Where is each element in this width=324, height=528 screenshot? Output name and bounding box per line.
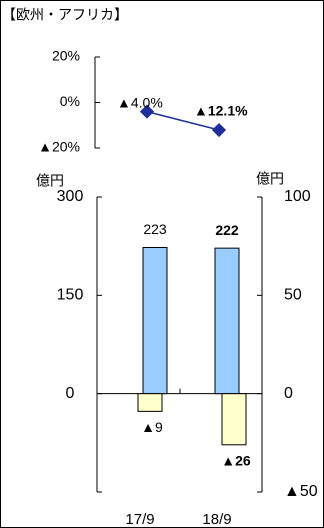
y2-tick-label: 100 — [284, 188, 311, 205]
data-label: ▲26 — [221, 453, 251, 469]
y-tick-label: 300 — [57, 188, 84, 205]
y-tick-label: 0 — [66, 385, 75, 402]
y-tick-label: 150 — [57, 287, 84, 304]
data-label: 223 — [143, 221, 167, 237]
bar — [137, 393, 163, 412]
y-tick-label: ▲20% — [38, 139, 80, 155]
y-tick-label: 20% — [52, 48, 80, 64]
bar — [214, 247, 240, 395]
bar — [142, 246, 168, 395]
data-label: ▲9 — [141, 419, 163, 435]
line — [146, 110, 220, 131]
chart-title: 【欧州・アフリカ】 — [2, 7, 128, 23]
marker — [211, 122, 227, 138]
y-tick-label: 0% — [60, 93, 80, 109]
y2-tick-label: ▲50 — [284, 483, 318, 500]
data-label: ▲4.0% — [117, 94, 163, 110]
bar — [221, 393, 247, 446]
x-tick-label: 17/9 — [125, 511, 154, 528]
data-label: 222 — [215, 222, 239, 238]
y-axis-label: 億円 — [36, 173, 64, 189]
y2-tick-label: 50 — [284, 287, 302, 304]
data-label: ▲12.1% — [194, 103, 248, 119]
y2-axis-label: 億円 — [256, 171, 284, 187]
x-tick-label: 18/9 — [202, 511, 231, 528]
y2-tick-label: 0 — [284, 385, 293, 402]
